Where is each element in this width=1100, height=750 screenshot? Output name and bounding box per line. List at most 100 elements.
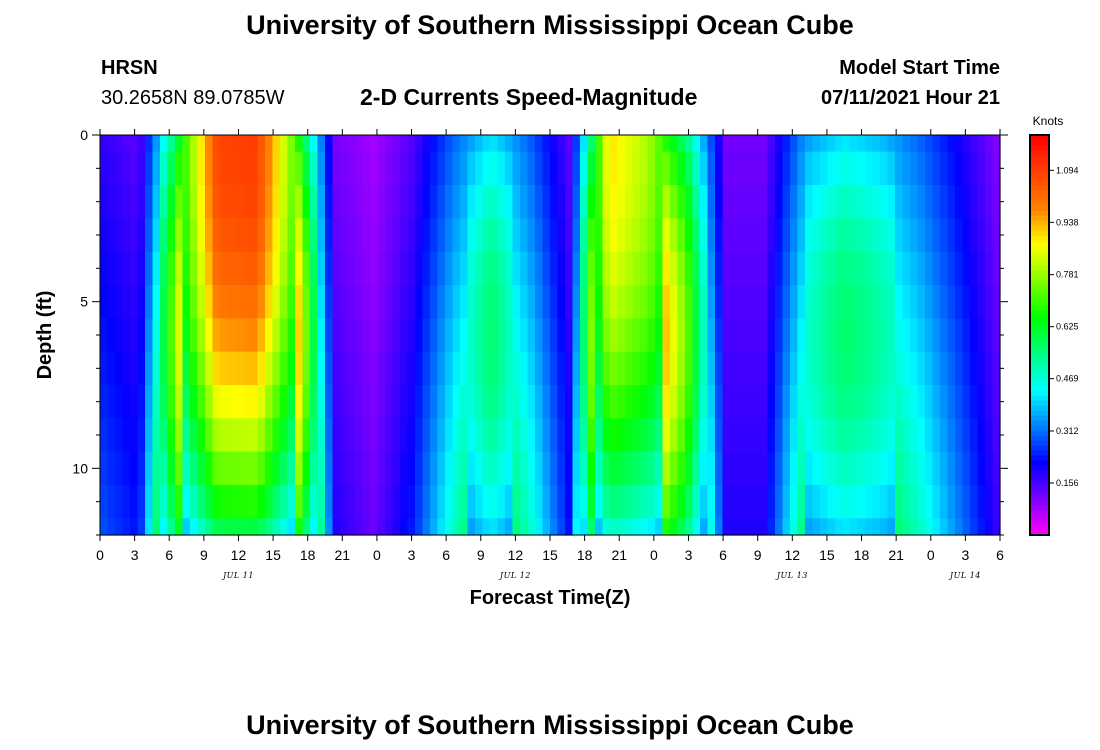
heatmap-cell <box>310 151 319 186</box>
heatmap-cell <box>640 418 649 453</box>
heatmap-cell <box>632 218 641 253</box>
heatmap-cell <box>122 185 131 219</box>
heatmap-cell <box>610 451 619 486</box>
heatmap-cell <box>325 251 334 286</box>
heatmap-cell <box>910 418 919 453</box>
heatmap-cell <box>722 351 731 386</box>
heatmap-cell <box>880 151 889 186</box>
heatmap-cell <box>940 451 949 486</box>
heatmap-cell <box>400 351 409 386</box>
heatmap-cell <box>272 518 281 536</box>
heatmap-cell <box>872 385 881 419</box>
heatmap-cell <box>670 185 679 219</box>
heatmap-cell <box>850 318 859 353</box>
heatmap-cell <box>782 485 791 519</box>
heatmap-cell <box>160 218 169 253</box>
heatmap-cell <box>527 385 536 419</box>
colorbar-segment <box>1030 515 1049 521</box>
heatmap-cell <box>850 418 859 453</box>
colorbar-segment <box>1030 435 1049 441</box>
heatmap-cell <box>970 135 979 153</box>
heatmap-cell <box>482 418 491 453</box>
heatmap-cell <box>265 318 274 353</box>
heatmap-cell <box>317 318 326 353</box>
heatmap-cell <box>347 318 356 353</box>
heatmap-cell <box>467 185 476 219</box>
heatmap-cell <box>115 418 124 453</box>
heatmap-cell <box>617 185 626 219</box>
heatmap-cell <box>205 518 214 536</box>
heatmap-cell <box>430 185 439 219</box>
heatmap-cell <box>190 485 199 519</box>
heatmap-cell <box>107 518 116 536</box>
heatmap-cell <box>280 518 289 536</box>
heatmap-cell <box>212 351 221 386</box>
heatmap-cell <box>565 318 574 353</box>
heatmap-cell <box>797 518 806 536</box>
heatmap-cell <box>602 485 611 519</box>
heatmap-cell <box>835 418 844 453</box>
heatmap-cell <box>317 251 326 286</box>
heatmap-cell <box>392 518 401 536</box>
heatmap-cell <box>430 385 439 419</box>
x-tick-label: 12 <box>785 547 801 563</box>
heatmap-cell <box>175 185 184 219</box>
heatmap-cell <box>527 135 536 153</box>
heatmap-cell <box>137 351 146 386</box>
heatmap-cell <box>325 185 334 219</box>
heatmap-cell <box>587 151 596 186</box>
heatmap-cell <box>265 518 274 536</box>
heatmap-cell <box>227 451 236 486</box>
heatmap-cell <box>152 151 161 186</box>
x-tick-label: 9 <box>754 547 762 563</box>
heatmap-cell <box>850 251 859 286</box>
heatmap-cell <box>572 518 581 536</box>
heatmap-cell <box>820 385 829 419</box>
heatmap-cell <box>550 251 559 286</box>
heatmap-cell <box>797 218 806 253</box>
heatmap-cell <box>595 185 604 219</box>
heatmap-cell <box>970 185 979 219</box>
heatmap-cell <box>520 151 529 186</box>
heatmap-cell <box>917 485 926 519</box>
heatmap-cell <box>242 318 251 353</box>
heatmap-cell <box>107 485 116 519</box>
colorbar-segment <box>1030 140 1049 146</box>
x-tick-label: 15 <box>819 547 835 563</box>
heatmap-cell <box>610 318 619 353</box>
heatmap-cell <box>355 151 364 186</box>
heatmap-cell <box>752 185 761 219</box>
heatmap-cell <box>610 218 619 253</box>
heatmap-cell <box>370 518 379 536</box>
heatmap-cell <box>512 285 521 319</box>
heatmap-cell <box>887 385 896 419</box>
heatmap-cell <box>505 185 514 219</box>
heatmap-cell <box>940 418 949 453</box>
heatmap-cell <box>535 385 544 419</box>
heatmap-cell <box>190 135 199 153</box>
heatmap-cell <box>610 135 619 153</box>
heatmap-cell <box>227 518 236 536</box>
heatmap-cell <box>370 385 379 419</box>
heatmap-cell <box>160 418 169 453</box>
heatmap-cell <box>190 418 199 453</box>
heatmap-cell <box>437 518 446 536</box>
heatmap-cell <box>355 185 364 219</box>
heatmap-cell <box>820 218 829 253</box>
heatmap-cell <box>250 218 259 253</box>
heatmap-cell <box>437 218 446 253</box>
heatmap-cell <box>257 485 266 519</box>
colorbar-tick-label: 0.156 <box>1056 478 1079 488</box>
heatmap-cell <box>752 318 761 353</box>
heatmap-cell <box>482 251 491 286</box>
heatmap-cell <box>745 285 754 319</box>
heatmap-cell <box>835 218 844 253</box>
heatmap-cell <box>797 285 806 319</box>
heatmap-cell <box>287 318 296 353</box>
colorbar-segment <box>1030 345 1049 351</box>
heatmap-cell <box>797 485 806 519</box>
heatmap-cell <box>505 451 514 486</box>
heatmap-cell <box>827 135 836 153</box>
heatmap-cell <box>640 385 649 419</box>
heatmap-cell <box>655 318 664 353</box>
